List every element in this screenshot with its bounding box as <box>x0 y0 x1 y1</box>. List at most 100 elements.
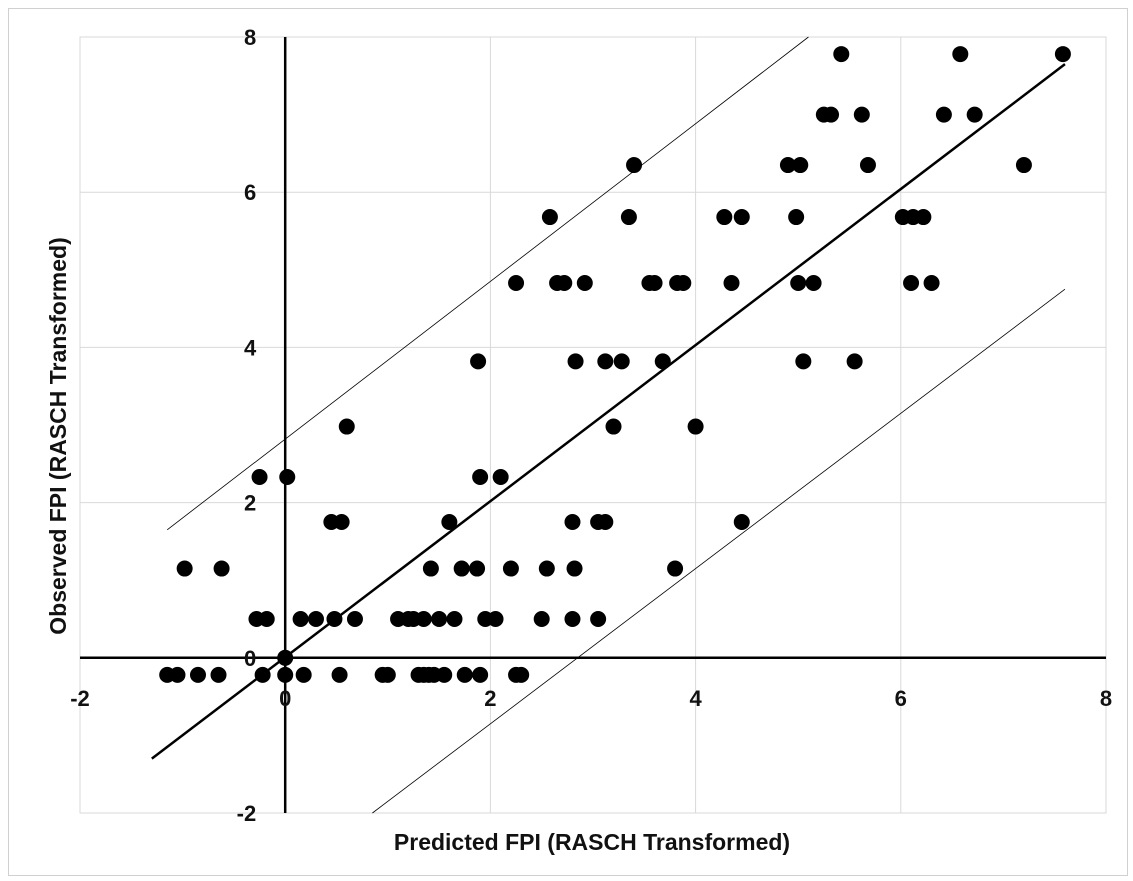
data-point <box>487 611 504 627</box>
data-point <box>859 157 876 174</box>
data-point <box>597 353 614 370</box>
y-tick-label: -2 <box>237 801 257 826</box>
data-point <box>613 353 630 370</box>
data-point <box>779 157 796 174</box>
data-point <box>566 560 583 577</box>
data-point <box>923 274 940 291</box>
data-point <box>292 611 309 627</box>
x-tick-label: 8 <box>1100 686 1112 711</box>
data-point <box>667 560 684 577</box>
data-point <box>277 666 294 683</box>
data-point <box>441 514 458 530</box>
data-point <box>823 106 840 123</box>
lower-bound-line <box>372 288 1066 814</box>
data-point <box>189 666 206 683</box>
data-point <box>472 666 489 683</box>
data-point <box>446 611 463 627</box>
data-point <box>169 666 186 683</box>
data-point <box>379 666 396 683</box>
data-point <box>279 468 296 485</box>
data-point <box>675 274 692 291</box>
data-point <box>833 46 850 63</box>
data-point <box>788 209 805 226</box>
data-point <box>952 46 969 63</box>
data-point <box>213 560 230 577</box>
y-tick-label: 0 <box>244 646 256 671</box>
data-point <box>564 514 581 530</box>
data-point <box>605 418 622 435</box>
data-point <box>556 274 573 291</box>
data-point <box>346 611 363 627</box>
data-point <box>470 353 487 370</box>
y-tick-label: 2 <box>244 491 256 516</box>
fit-line <box>151 63 1066 760</box>
data-point <box>331 666 348 683</box>
data-point <box>513 666 530 683</box>
data-point <box>805 274 822 291</box>
data-point <box>795 353 812 370</box>
x-tick-label: 2 <box>484 686 496 711</box>
data-point <box>966 106 983 123</box>
data-point <box>935 106 952 123</box>
y-axis-title: Observed FPI (RASCH Transformed) <box>45 237 71 634</box>
data-point <box>456 666 473 683</box>
tick-labels: -2 0 2 4 6 8 -2 0 2 4 6 8 <box>70 25 1112 826</box>
data-point <box>646 274 663 291</box>
data-point <box>687 418 704 435</box>
data-point <box>338 418 355 435</box>
y-tick-label: 8 <box>244 25 256 50</box>
data-point <box>1015 157 1032 174</box>
data-point <box>254 666 271 683</box>
data-point <box>597 514 614 530</box>
data-point <box>567 353 584 370</box>
data-point <box>492 468 509 485</box>
data-point <box>564 611 581 627</box>
data-point <box>853 106 870 123</box>
data-point <box>915 209 932 226</box>
data-point <box>538 560 555 577</box>
data-point <box>508 274 525 291</box>
data-point <box>415 611 432 627</box>
data-point <box>453 560 470 577</box>
data-point <box>790 274 807 291</box>
data-point <box>626 157 643 174</box>
data-point <box>326 611 343 627</box>
data-point <box>251 468 268 485</box>
data-point <box>733 514 750 530</box>
y-tick-label: 6 <box>244 180 256 205</box>
data-point <box>620 209 637 226</box>
data-point <box>903 274 920 291</box>
upper-bound-line <box>166 36 809 531</box>
data-point <box>590 611 607 627</box>
data-point <box>541 209 558 226</box>
data-point <box>723 274 740 291</box>
data-point <box>176 560 193 577</box>
x-tick-label: -2 <box>70 686 90 711</box>
data-point <box>792 157 809 174</box>
data-point <box>533 611 550 627</box>
x-tick-label: 6 <box>895 686 907 711</box>
data-point <box>210 666 227 683</box>
data-point <box>295 666 312 683</box>
x-axis-title: Predicted FPI (RASCH Transformed) <box>394 829 790 855</box>
data-point <box>431 611 448 627</box>
data-point <box>436 666 453 683</box>
x-tick-label: 4 <box>689 686 702 711</box>
data-point <box>1054 46 1071 63</box>
data-point <box>333 514 350 530</box>
data-points <box>159 46 1071 683</box>
data-point <box>307 611 324 627</box>
reference-lines <box>151 36 1066 814</box>
data-point <box>277 649 294 666</box>
data-point <box>576 274 593 291</box>
data-point <box>846 353 863 370</box>
axes <box>80 37 1106 813</box>
data-point <box>716 209 733 226</box>
chart-frame <box>8 8 1128 876</box>
x-tick-label: 0 <box>279 686 291 711</box>
data-point <box>654 353 671 370</box>
data-point <box>422 560 439 577</box>
data-point <box>258 611 275 627</box>
data-point <box>502 560 519 577</box>
